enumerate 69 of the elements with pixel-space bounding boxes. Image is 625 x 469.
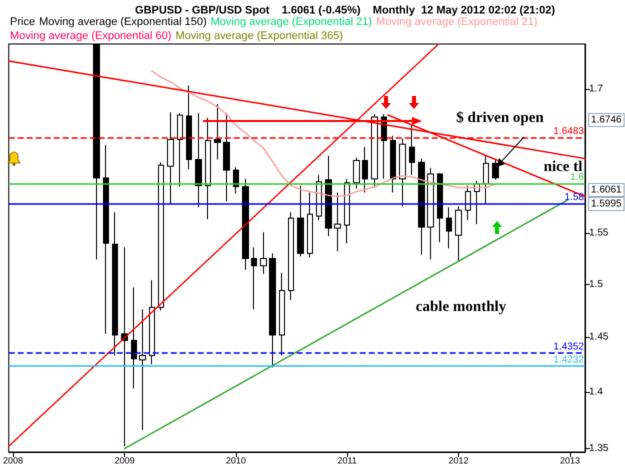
ref-line-label: 1.6483 xyxy=(553,126,584,137)
candlestick xyxy=(279,272,285,356)
candlestick xyxy=(344,178,350,244)
candlestick xyxy=(353,157,360,190)
ref-line-label: 1.4232 xyxy=(553,354,584,366)
legend-label: Moving average (Exponential 365) xyxy=(175,29,343,43)
chart-title: GBPUSD - GBP/USD Spot 1.6061 (-0.45%) Monthly 12 May 2012 02:02 (21:02) xyxy=(135,4,556,16)
x-tick-label: 2008 xyxy=(2,456,24,466)
candlestick xyxy=(307,192,313,258)
y-tick-label: 1.5 xyxy=(589,278,604,290)
ref-line-label: 1.58 xyxy=(564,192,584,203)
candlestick xyxy=(465,185,471,221)
candlestick xyxy=(399,138,406,207)
candlestick xyxy=(325,155,332,237)
candlestick xyxy=(195,112,202,208)
candlestick xyxy=(251,246,257,310)
annotation: $ driven open xyxy=(456,110,544,126)
candlestick xyxy=(297,185,304,257)
legend-label: Moving average (Exponential 150) xyxy=(39,15,207,29)
candlestick xyxy=(112,212,118,356)
text: 1.6746 xyxy=(591,114,622,126)
ref-line-label: 1.6 xyxy=(570,172,584,184)
candlestick xyxy=(446,206,452,249)
x-tick-label: 2012 xyxy=(448,456,468,466)
y-tick-label: 1.55 xyxy=(589,228,609,239)
candlestick xyxy=(149,280,155,365)
candlestick xyxy=(167,112,174,205)
candlestick xyxy=(418,158,425,255)
candlestick xyxy=(483,155,489,204)
candlestick xyxy=(362,146,368,193)
candlestick xyxy=(371,114,378,188)
candlestick xyxy=(214,103,221,160)
legend-label: Moving average (Exponential 60) xyxy=(10,29,172,43)
x-tick-label: 2013 xyxy=(560,456,580,466)
candlestick xyxy=(186,85,192,170)
candlestick xyxy=(205,117,211,220)
candlestick xyxy=(492,158,499,180)
candlestick xyxy=(158,162,164,311)
text: Moving average (Exponential 21) xyxy=(376,16,538,29)
candlestick xyxy=(390,135,396,193)
candlestick xyxy=(139,308,146,431)
candlestick xyxy=(131,286,137,390)
candlestick xyxy=(233,166,239,194)
y-tick-label: 1.4 xyxy=(589,386,604,398)
y-tick-label: 1.35 xyxy=(589,443,609,454)
candlestick xyxy=(334,192,341,252)
candlestick xyxy=(409,124,415,176)
annotation: cable monthly xyxy=(416,299,507,315)
x-tick-label: 2011 xyxy=(338,456,357,466)
candlestick xyxy=(223,112,230,202)
candlestick xyxy=(288,212,294,300)
text: 1.5995 xyxy=(591,198,622,210)
text: 1.6061 xyxy=(591,184,622,196)
candlestick xyxy=(269,252,276,368)
text: Price xyxy=(10,15,36,29)
candlestick xyxy=(427,168,434,260)
ref-line-label: 1.4352 xyxy=(553,342,584,353)
candlestick xyxy=(455,206,462,262)
candlestick xyxy=(177,112,183,188)
legend-label: Moving average (Exponential 21) xyxy=(210,16,372,29)
x-tick-label: 2010 xyxy=(226,456,246,466)
candlestick xyxy=(242,178,249,270)
y-tick-label: 1.7 xyxy=(589,84,604,95)
candlestick xyxy=(437,172,443,243)
candlestick xyxy=(260,232,267,274)
y-tick-label: 1.45 xyxy=(589,332,609,343)
candlestick xyxy=(103,144,109,334)
candlestick xyxy=(121,246,128,447)
x-tick-label: 2009 xyxy=(114,456,135,466)
